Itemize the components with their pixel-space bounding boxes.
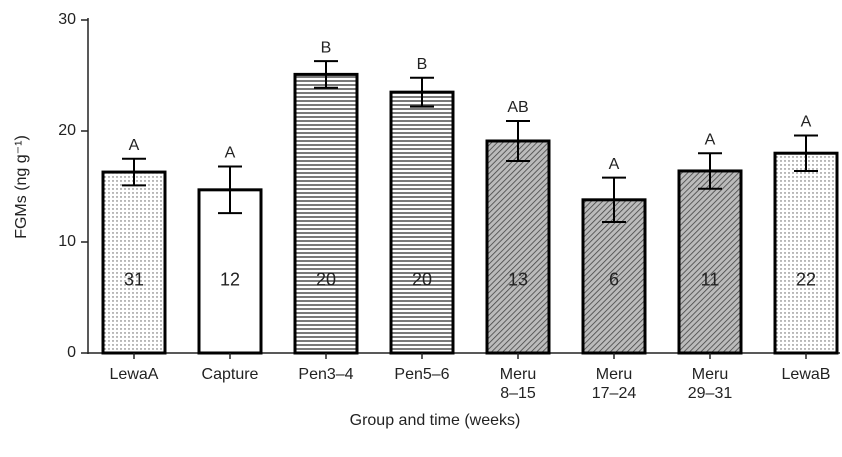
x-tick-label: 29–31 [688,385,733,402]
sample-size: 12 [220,270,240,290]
y-tick-label: 10 [58,233,76,250]
bar [101,170,167,355]
significance-letter: A [705,131,716,148]
significance-letter: A [225,145,236,162]
x-axis-title: Group and time (weeks) [350,412,521,429]
x-tick-label: Meru [692,366,728,383]
x-tick-label: LewaA [110,366,159,383]
x-tick-label: Meru [596,366,632,383]
y-axis-title: FGMs (ng g⁻¹) [13,135,30,239]
bar [293,72,359,355]
significance-letter: A [609,156,620,173]
x-tick-label: Pen5–6 [394,366,449,383]
bar [581,198,647,355]
x-tick-label: Pen3–4 [298,366,353,383]
sample-size: 20 [412,270,432,290]
x-tick-label: LewaB [782,366,831,383]
x-tick-label: Capture [202,366,259,383]
sample-size: 31 [124,270,144,290]
x-tick-label: 17–24 [592,385,637,402]
significance-letter: AB [507,99,528,116]
bar [773,151,839,355]
sample-size: 13 [508,270,528,290]
bar [485,139,551,355]
y-tick-label: 0 [67,344,76,361]
bar [677,169,743,355]
sample-size: 20 [316,270,336,290]
y-tick-label: 30 [58,11,76,28]
significance-letter: B [417,56,428,73]
y-tick-label: 20 [58,122,76,139]
sample-size: 22 [796,270,816,290]
x-tick-label: Meru [500,366,536,383]
sample-size: 6 [609,270,619,290]
significance-letter: A [801,114,812,131]
sample-size: 11 [701,270,720,290]
significance-letter: B [321,39,332,56]
x-tick-label: 8–15 [500,385,536,402]
bar [389,90,455,355]
significance-letter: A [129,137,140,154]
